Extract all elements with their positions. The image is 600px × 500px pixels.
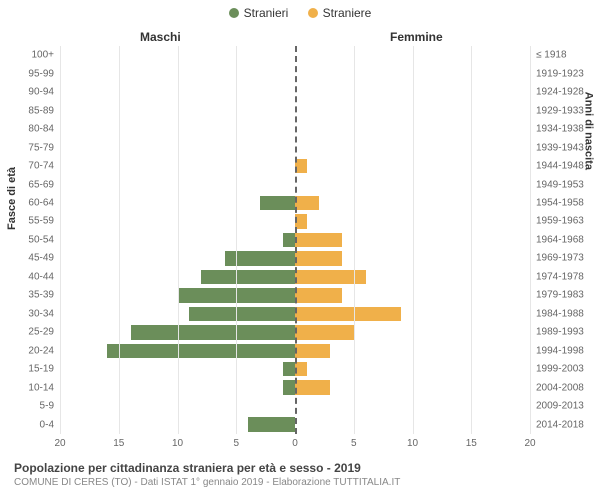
x-tick-label: 10	[407, 434, 418, 449]
birth-year-label: 1974-1978	[530, 271, 584, 282]
birth-year-label: ≤ 1918	[530, 50, 567, 61]
male-bar	[225, 251, 296, 265]
age-label: 40-44	[28, 271, 60, 282]
chart-subtitle: COMUNE DI CERES (TO) - Dati ISTAT 1° gen…	[14, 477, 400, 488]
column-header-right: Femmine	[390, 30, 443, 44]
grid-line	[471, 46, 472, 434]
female-bar	[295, 233, 342, 247]
legend-female-label: Straniere	[323, 6, 372, 20]
age-label: 10-14	[28, 382, 60, 393]
age-label: 90-94	[28, 87, 60, 98]
birth-year-label: 1924-1928	[530, 87, 584, 98]
male-bar	[131, 325, 296, 339]
age-label: 100+	[31, 50, 60, 61]
age-label: 20-24	[28, 345, 60, 356]
legend: Stranieri Straniere	[0, 6, 600, 21]
female-bar	[295, 380, 330, 394]
female-bar	[295, 196, 319, 210]
grid-line	[119, 46, 120, 434]
female-bar	[295, 288, 342, 302]
age-label: 50-54	[28, 234, 60, 245]
y-axis-left-title: Fasce di età	[6, 167, 18, 230]
male-bar	[201, 270, 295, 284]
male-bar	[260, 196, 295, 210]
column-header-left: Maschi	[140, 30, 181, 44]
age-label: 70-74	[28, 161, 60, 172]
age-label: 80-84	[28, 124, 60, 135]
grid-line	[178, 46, 179, 434]
center-line	[295, 46, 297, 434]
birth-year-label: 2014-2018	[530, 419, 584, 430]
female-bar	[295, 270, 366, 284]
birth-year-label: 1999-2003	[530, 364, 584, 375]
chart-footer: Popolazione per cittadinanza straniera p…	[14, 461, 400, 488]
age-label: 95-99	[28, 68, 60, 79]
x-tick-label: 20	[524, 434, 535, 449]
male-bar	[189, 307, 295, 321]
birth-year-label: 2009-2013	[530, 401, 584, 412]
age-label: 5-9	[40, 401, 60, 412]
birth-year-label: 1994-1998	[530, 345, 584, 356]
birth-year-label: 1919-1923	[530, 68, 584, 79]
female-bar	[295, 325, 354, 339]
male-bar	[283, 362, 295, 376]
birth-year-label: 1939-1943	[530, 142, 584, 153]
x-tick-label: 0	[292, 434, 298, 449]
birth-year-label: 1964-1968	[530, 234, 584, 245]
age-label: 35-39	[28, 290, 60, 301]
birth-year-label: 1959-1963	[530, 216, 584, 227]
birth-year-label: 2004-2008	[530, 382, 584, 393]
age-label: 60-64	[28, 197, 60, 208]
chart-title: Popolazione per cittadinanza straniera p…	[14, 461, 400, 475]
legend-female-swatch	[308, 8, 318, 18]
population-pyramid-chart: Stranieri Straniere Maschi Femmine Fasce…	[0, 0, 600, 500]
birth-year-label: 1984-1988	[530, 308, 584, 319]
legend-male-label: Stranieri	[244, 6, 289, 20]
age-label: 0-4	[40, 419, 60, 430]
legend-female: Straniere	[308, 6, 372, 20]
legend-male: Stranieri	[229, 6, 289, 20]
age-label: 45-49	[28, 253, 60, 264]
x-tick-label: 15	[113, 434, 124, 449]
age-label: 65-69	[28, 179, 60, 190]
legend-male-swatch	[229, 8, 239, 18]
x-tick-label: 5	[233, 434, 239, 449]
x-tick-label: 5	[351, 434, 357, 449]
x-tick-label: 20	[54, 434, 65, 449]
female-bar	[295, 251, 342, 265]
grid-line	[530, 46, 531, 434]
male-bar	[107, 344, 295, 358]
age-label: 15-19	[28, 364, 60, 375]
birth-year-label: 1949-1953	[530, 179, 584, 190]
female-bar	[295, 344, 330, 358]
male-bar	[283, 233, 295, 247]
grid-line	[236, 46, 237, 434]
birth-year-label: 1989-1993	[530, 327, 584, 338]
grid-line	[60, 46, 61, 434]
age-label: 55-59	[28, 216, 60, 227]
birth-year-label: 1954-1958	[530, 197, 584, 208]
male-bar	[283, 380, 295, 394]
grid-line	[413, 46, 414, 434]
age-label: 75-79	[28, 142, 60, 153]
age-label: 25-29	[28, 327, 60, 338]
age-label: 30-34	[28, 308, 60, 319]
x-tick-label: 10	[172, 434, 183, 449]
male-bar	[248, 417, 295, 431]
birth-year-label: 1944-1948	[530, 161, 584, 172]
birth-year-label: 1934-1938	[530, 124, 584, 135]
grid-line	[354, 46, 355, 434]
age-label: 85-89	[28, 105, 60, 116]
birth-year-label: 1929-1933	[530, 105, 584, 116]
birth-year-label: 1979-1983	[530, 290, 584, 301]
x-tick-label: 15	[466, 434, 477, 449]
birth-year-label: 1969-1973	[530, 253, 584, 264]
female-bar	[295, 307, 401, 321]
plot-area: 100+≤ 191895-991919-192390-941924-192885…	[60, 46, 530, 434]
